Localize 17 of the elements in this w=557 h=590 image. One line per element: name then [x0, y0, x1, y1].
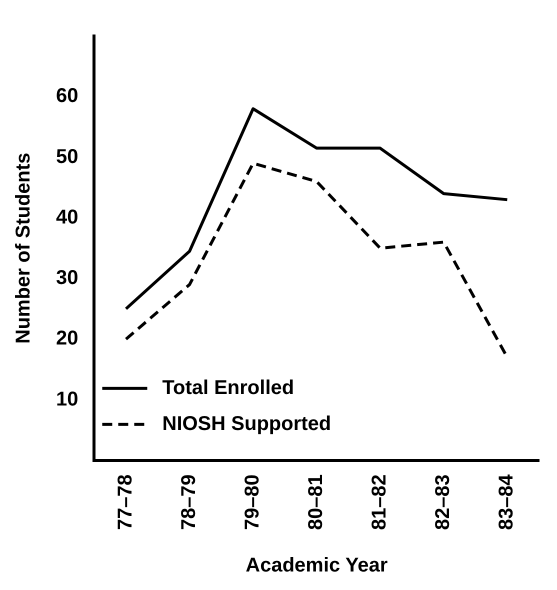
y-tick-label: 30 [56, 267, 78, 290]
x-tick-label: 80–81 [305, 474, 328, 530]
y-tick-label: 60 [56, 85, 78, 108]
x-tick-label: 82–83 [432, 474, 454, 530]
y-tick-label: 40 [56, 206, 78, 228]
y-axis-title: Number of Students [12, 152, 35, 344]
x-tick-label: 79–80 [242, 474, 264, 530]
legend-label: NIOSH Supported [162, 412, 332, 435]
y-tick-label: 20 [56, 328, 78, 350]
y-tick-label: 50 [56, 146, 78, 168]
x-tick-label: 81–82 [368, 474, 391, 530]
y-tick-label: 10 [56, 388, 78, 410]
x-tick-label: 77–78 [114, 474, 137, 530]
x-tick-label: 78–79 [178, 474, 200, 530]
x-axis-title: Academic Year [246, 554, 388, 577]
legend-label: Total Enrolled [162, 376, 294, 399]
x-tick-label: 83–84 [496, 474, 518, 530]
